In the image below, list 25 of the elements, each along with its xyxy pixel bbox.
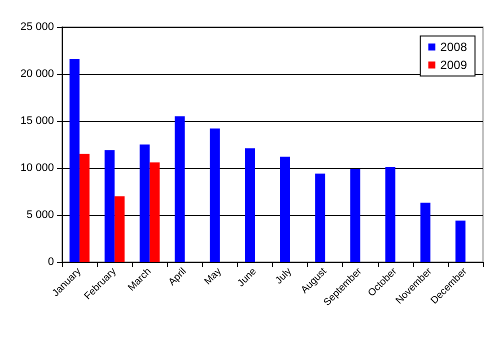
- bar: [280, 156, 290, 262]
- bar: [150, 162, 160, 262]
- legend-label: 2008: [440, 40, 468, 54]
- bar: [80, 154, 90, 262]
- legend-label: 2009: [440, 58, 468, 72]
- bar: [385, 167, 396, 262]
- y-tick-label: 5 000: [26, 209, 54, 221]
- x-tick-label: July: [274, 266, 294, 286]
- y-tick-label: 0: [48, 256, 54, 268]
- bar: [104, 150, 115, 262]
- x-tick-label: May: [202, 266, 224, 288]
- bar: [114, 196, 125, 262]
- bar: [70, 58, 80, 262]
- bar: [244, 148, 255, 262]
- bar: [210, 128, 220, 262]
- bar: [140, 144, 150, 262]
- y-tick-label: 15 000: [20, 115, 54, 127]
- bar: [455, 220, 466, 262]
- bar: [174, 116, 185, 262]
- y-tick-label: 20 000: [20, 68, 54, 80]
- bar: [315, 174, 326, 262]
- bar: [420, 202, 430, 262]
- y-tick-label: 25 000: [20, 21, 54, 33]
- bar: [350, 168, 360, 262]
- y-tick-label: 10 000: [20, 162, 54, 174]
